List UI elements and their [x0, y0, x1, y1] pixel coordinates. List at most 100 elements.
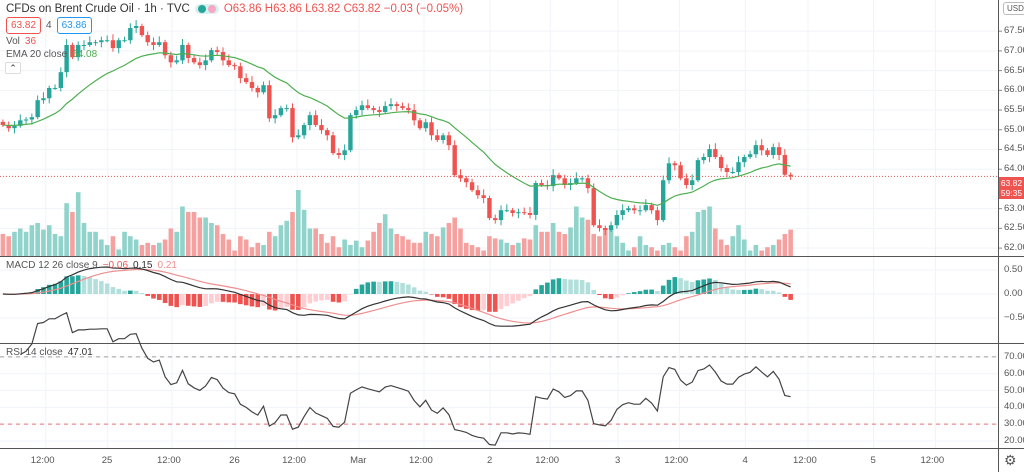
candle-body: [93, 42, 98, 44]
macd-histogram-bar: [707, 278, 712, 294]
macd-histogram-bar: [122, 290, 127, 294]
candle-body: [498, 210, 504, 221]
volume-bar: [168, 228, 174, 256]
candle-body: [284, 108, 289, 110]
macd-signal-line: [2, 268, 791, 324]
candle-body: [707, 149, 712, 157]
volume-bar: [747, 250, 753, 256]
macd-histogram-bar: [545, 282, 550, 294]
volume-bar: [209, 223, 214, 256]
macd-histogram-bar: [168, 293, 174, 306]
volume-bar: [185, 212, 191, 256]
volume-bar: [64, 203, 69, 256]
currency-label[interactable]: USD: [1003, 2, 1024, 15]
volume-bar: [469, 245, 475, 256]
macd-histogram-bar: [133, 290, 139, 294]
candle-body: [162, 42, 168, 56]
volume-bar: [290, 212, 295, 256]
candle-body: [296, 135, 301, 138]
candle-body: [157, 42, 162, 45]
volume-bar: [324, 242, 330, 256]
price-tick-label: 66.50: [1004, 64, 1024, 76]
price-tick-label: 66.00: [1004, 84, 1024, 96]
macd-histogram-bar: [637, 291, 643, 294]
macd-histogram-bar: [487, 293, 492, 312]
volume-bar: [284, 220, 290, 256]
macd-line: [2, 266, 791, 327]
macd-histogram-bar: [220, 293, 226, 302]
candle-body: [0, 121, 6, 126]
macd-histogram-bar: [99, 281, 104, 294]
volume-bar: [510, 245, 515, 256]
collapse-legend-button[interactable]: ⌃: [5, 62, 21, 74]
volume-bar: [359, 247, 365, 256]
macd-histogram-bar: [232, 293, 237, 303]
macd-histogram-bar: [382, 281, 388, 294]
volume-bar: [527, 239, 533, 256]
candle-body: [759, 145, 764, 151]
candle-body: [504, 210, 510, 212]
volume-bar: [736, 225, 741, 256]
volume-bar: [139, 245, 145, 256]
macd-histogram-bar: [52, 283, 58, 294]
volume-bar: [539, 231, 544, 256]
candle-body: [406, 108, 411, 111]
candle-body: [382, 106, 388, 113]
volume-bar: [568, 227, 573, 256]
candle-body: [591, 188, 596, 226]
volume-bar: [365, 240, 371, 256]
sell-button[interactable]: 63.82: [6, 17, 42, 34]
macd-histogram-bar: [371, 281, 376, 294]
macd-histogram-bar: [295, 293, 301, 310]
settings-gear-icon[interactable]: ⚙: [1004, 452, 1017, 468]
candle-body: [435, 135, 440, 141]
volume-bar: [713, 228, 718, 256]
volume-bar: [180, 206, 185, 256]
candle-body: [174, 60, 179, 63]
macd-histogram-bar: [521, 293, 527, 299]
macd-histogram-bar: [87, 277, 93, 294]
macd-histogram-bar: [307, 293, 313, 304]
volume-bar: [406, 239, 411, 256]
candle-body: [319, 125, 324, 131]
volume-bar: [214, 225, 220, 256]
macd-histogram-bar: [492, 293, 498, 312]
volume-bar: [110, 236, 116, 256]
macd-histogram-bar: [516, 293, 521, 301]
volume-bar: [684, 236, 689, 256]
macd-histogram-bar: [353, 288, 359, 294]
macd-histogram-bar: [110, 287, 116, 294]
volume-bar: [463, 242, 469, 256]
macd-histogram-bar: [226, 293, 232, 303]
candle-body: [510, 210, 515, 214]
status-pill[interactable]: [194, 4, 219, 14]
macd-histogram-bar: [469, 293, 475, 311]
macd-histogram-bar: [406, 284, 411, 294]
macd-histogram-bar: [689, 281, 695, 294]
macd-histogram-bar: [550, 279, 556, 294]
volume-bar: [87, 231, 93, 256]
candle-body: [267, 85, 272, 119]
candle-body: [354, 110, 359, 116]
candle-body: [29, 117, 35, 120]
macd-histogram-bar: [411, 287, 417, 294]
symbol-title[interactable]: CFDs on Brent Crude Oil · 1h · TVC: [6, 3, 190, 15]
candle-body: [41, 98, 46, 101]
macd-histogram-bar: [435, 293, 440, 297]
macd-tick-label: 0.50: [1004, 263, 1023, 275]
volume-bar: [382, 214, 388, 256]
data-status-icon: [207, 5, 216, 13]
candle-body: [359, 105, 365, 111]
candle-body: [608, 225, 614, 230]
volume-bar: [776, 239, 782, 256]
candle-body: [215, 50, 220, 53]
buy-button[interactable]: 63.86: [56, 17, 92, 34]
macd-histogram-bar: [203, 293, 208, 307]
volume-bar: [174, 231, 179, 256]
candle-body: [145, 35, 150, 43]
candle-body: [713, 149, 718, 157]
macd-histogram-bar: [643, 289, 649, 294]
candle-body: [394, 104, 399, 107]
volume-bar: [631, 247, 637, 256]
